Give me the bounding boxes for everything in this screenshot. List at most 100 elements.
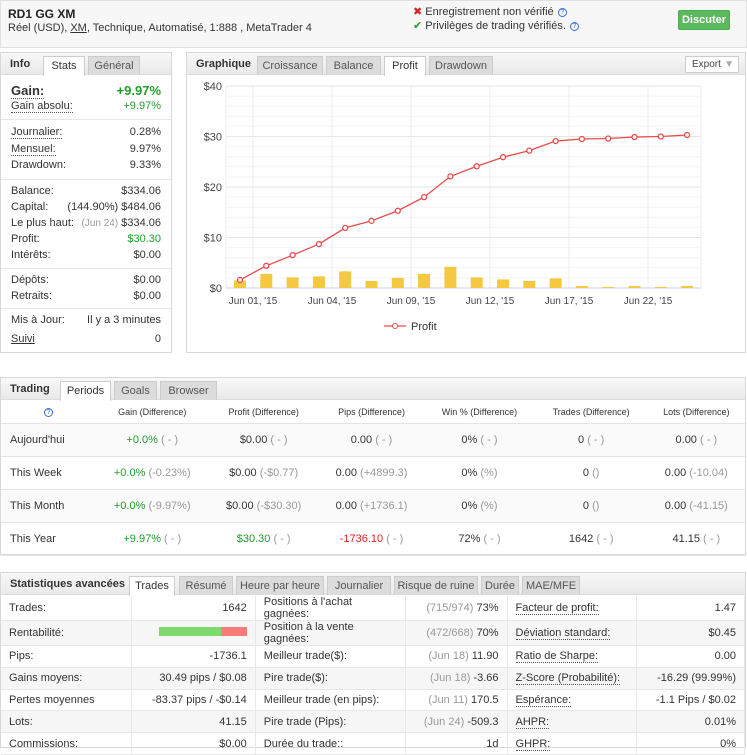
stat-value: -3.66 <box>473 672 499 685</box>
stat-label: Z-Score (Probabilité): <box>515 672 621 686</box>
stat-label-cell: Facteur de profit: <box>507 596 638 621</box>
stat-value: 0% <box>720 737 736 750</box>
tab-balance[interactable]: Balance <box>326 56 381 75</box>
tab-stats-2[interactable]: Heure par heure <box>236 576 324 595</box>
cell-difference: (+1736.1) <box>360 499 408 512</box>
stats-row: Pips: -1736.1 Meilleur trade($): (Jun 18) … <box>1 645 745 668</box>
cell-difference: (%) <box>480 499 498 512</box>
stat-label: Meilleur trade (en pips): <box>263 693 380 706</box>
cell-value: $0.00 <box>229 466 257 479</box>
tab-periods[interactable]: Periods <box>60 381 111 401</box>
updated-label: Mis à Jour: <box>11 314 65 326</box>
period-name: This Year <box>1 522 96 556</box>
period-name: This Week <box>1 456 96 490</box>
tab-stats-0[interactable]: Trades <box>129 576 175 596</box>
followers-link[interactable]: Suivi <box>11 333 35 345</box>
broker-link[interactable]: XM <box>70 22 87 34</box>
tab-growth[interactable]: Croissance <box>257 56 323 75</box>
table-row: This Week +0.0% (-0.23%) $0.00 (-$0.77) 0.0… <box>1 456 745 490</box>
data-point <box>342 224 349 232</box>
stat-label-cell: Trades: <box>1 596 132 621</box>
tab-stats-4[interactable]: Risque de ruine <box>394 576 478 595</box>
table-cell: +0.0% (-0.23%) <box>96 456 209 490</box>
sub-post: , Technique, Automatisé, 1:888 , MetaTra… <box>86 22 312 34</box>
data-point <box>420 193 428 201</box>
divider <box>1 119 171 120</box>
cell-difference: ( - ) <box>375 433 393 446</box>
y-tick-label: $0 <box>210 283 222 295</box>
bar <box>234 280 246 288</box>
stat-value-cell: (715/974) 73% <box>405 596 508 621</box>
cell-difference: ( - ) <box>386 532 404 545</box>
data-point <box>394 207 401 214</box>
stat-label-cell: Pips: <box>1 645 132 668</box>
deposits-value: $0.00 <box>133 274 161 286</box>
tab-drawdown[interactable]: Drawdown <box>429 56 493 75</box>
abs-gain-value: +9.97% <box>123 100 161 112</box>
table-row: Aujourd'hui +0.0% ( - ) $0.00 ( - ) 0.00 ( … <box>1 423 745 457</box>
data-point <box>578 135 586 143</box>
stat-value-cell: -1.1 Pips / $0.02 <box>636 689 745 712</box>
x-tick-label: Jun 17, '15 <box>545 296 594 307</box>
cell-difference: () <box>592 466 600 479</box>
stat-value: 73% <box>476 602 499 614</box>
tab-browser[interactable]: Browser <box>160 381 217 400</box>
stat-label: Commissions: <box>9 737 79 750</box>
trading-tabbar: Trading Periods Goals Browser <box>1 378 745 401</box>
stats-row: Lots: 41.15 Pire trade (Pips): (Jun 24) -5… <box>1 710 745 734</box>
period-name: Aujourd'hui <box>1 423 96 457</box>
tab-stats-1[interactable]: Résumé <box>179 576 233 595</box>
stat-value: $0.45 <box>708 627 736 639</box>
tab-stats-3[interactable]: Journalier <box>327 576 391 595</box>
gain-label: Gain: <box>11 83 45 99</box>
stat-value: 30.49 pips / $0.08 <box>159 672 247 685</box>
stat-value: 1d <box>486 737 499 750</box>
cell-value: $30.30 <box>236 532 271 545</box>
table-cell: 0% ( - ) <box>424 423 535 457</box>
cell-difference: (-41.15) <box>689 499 728 512</box>
highest-label: Le plus haut: <box>11 217 74 229</box>
tab-profit[interactable]: Profit <box>384 56 426 76</box>
check-icon: ✔ <box>413 20 423 32</box>
cell-difference: (-9.97%) <box>148 499 191 512</box>
account-header: RD1 GG XM Réel (USD), XM, Technique, Aut… <box>0 0 747 48</box>
drawdown-value: 9.33% <box>129 159 161 171</box>
stat-value: 11.90 <box>471 650 499 663</box>
table-cell: 0 ( - ) <box>534 423 648 457</box>
stat-label-cell: Meilleur trade($): <box>255 645 406 668</box>
cell-difference: (-0.23%) <box>148 466 191 479</box>
column-header: Lots (Difference) <box>647 401 745 424</box>
table-cell: +9.97% ( - ) <box>96 522 209 556</box>
advanced-stats-table: Trades: 1642 Positions à l'achat gagnées:… <box>1 596 745 755</box>
tab-stats-6[interactable]: MAE/MFE <box>522 576 580 595</box>
table-cell: $0.00 (-$0.77) <box>208 456 319 490</box>
abs-gain-label: Gain absolu: <box>11 100 73 113</box>
help-icon[interactable]: ? <box>569 21 579 31</box>
discuss-button[interactable]: Discuter <box>678 10 730 30</box>
tab-general[interactable]: Général <box>88 56 140 75</box>
trading-panel: Trading Periods Goals Browser ? Gain (Dif… <box>0 377 746 556</box>
table-cell: $30.30 ( - ) <box>208 522 319 556</box>
help-icon[interactable]: ? <box>557 7 567 17</box>
drawdown-row: Drawdown: 9.33% <box>11 159 161 171</box>
cell-value: 0% <box>461 433 478 446</box>
cell-difference: ( - ) <box>270 433 288 446</box>
stat-label: Trades: <box>9 602 46 614</box>
y-tick-label: $30 <box>204 132 222 144</box>
cell-difference: ( - ) <box>273 532 291 545</box>
table-row: This Year +9.97% ( - ) $30.30 ( - ) -1736.1… <box>1 522 745 556</box>
table-cell: 0.00 (+4899.3) <box>318 456 425 490</box>
export-dropdown[interactable]: Export ▼ <box>685 56 739 73</box>
tab-goals[interactable]: Goals <box>114 381 157 400</box>
withdrawals-value: $0.00 <box>133 290 161 302</box>
stat-value-cell: 0.01% <box>636 710 745 734</box>
updated-value: Il y a 3 minutes <box>87 314 161 326</box>
info-label: Info <box>10 58 31 70</box>
tab-stats-5[interactable]: Durée <box>481 576 519 595</box>
divider <box>1 179 171 180</box>
stat-value-cell: 0.00 <box>636 645 745 668</box>
monthly-row: Mensuel: 9.97% <box>11 143 161 156</box>
help-icon[interactable]: ? <box>44 407 53 417</box>
tab-stats[interactable]: Stats <box>43 56 85 76</box>
stat-value-cell: (Jun 11) 170.5 <box>405 689 508 712</box>
